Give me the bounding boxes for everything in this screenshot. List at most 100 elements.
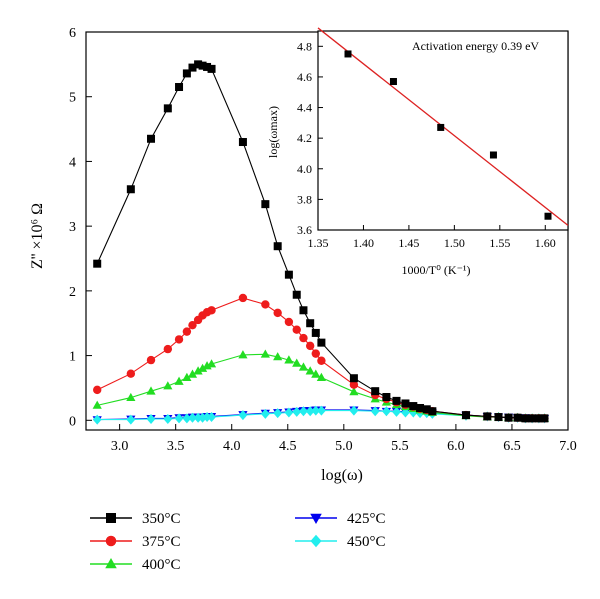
data-point — [311, 328, 320, 337]
data-point — [260, 349, 270, 358]
data-point — [299, 306, 308, 315]
data-point — [317, 356, 326, 365]
data-point — [182, 413, 192, 424]
data-point — [188, 320, 197, 330]
inset-y-tick-label: 4.2 — [297, 131, 312, 145]
data-point — [238, 138, 247, 147]
data-point — [513, 413, 522, 422]
legend-marker-375°C — [105, 535, 117, 547]
legend-label: 450°C — [347, 534, 386, 550]
legend-label: 350°C — [142, 511, 181, 527]
inset-x-tick-label: 1.45 — [398, 236, 419, 250]
data-point — [92, 414, 102, 425]
data-point — [261, 300, 270, 309]
inset-x-tick-label: 1.35 — [308, 236, 329, 250]
data-point — [284, 355, 294, 364]
inset-x-axis: 1.35 1.40 1.45 1.50 1.55 1.60 — [308, 225, 556, 250]
main-x-axis: 3.0 3.5 4.0 4.5 5.0 5.5 6.0 6.5 7.0 — [111, 424, 577, 454]
data-point — [284, 270, 293, 279]
inset-data-point — [437, 123, 445, 131]
data-point — [349, 380, 359, 389]
inset-x-tick-label: 1.60 — [535, 236, 556, 250]
data-point — [316, 405, 326, 416]
main-y-tick-label: 1 — [69, 350, 76, 365]
data-point — [298, 362, 309, 371]
data-point — [126, 414, 136, 425]
main-x-tick-label: 4.5 — [279, 439, 297, 454]
data-point — [163, 381, 173, 390]
legend-label: 400°C — [142, 557, 181, 573]
data-point — [284, 407, 294, 418]
data-point — [540, 414, 549, 423]
data-point — [299, 333, 308, 343]
inset-y-tick-label: 4.8 — [297, 39, 312, 53]
main-x-axis-label: log(ω) — [321, 467, 363, 484]
main-x-tick-label: 6.0 — [447, 439, 465, 454]
legend-marker-425°C — [310, 513, 322, 524]
data-point — [409, 402, 418, 411]
legend-marker-450°C — [310, 534, 322, 548]
inset-data-point — [389, 78, 397, 86]
main-y-tick-label: 6 — [69, 26, 76, 41]
data-point — [188, 63, 197, 72]
data-point — [494, 413, 503, 422]
main-x-tick-label: 7.0 — [559, 439, 577, 454]
data-point — [238, 410, 248, 421]
data-point — [174, 413, 184, 424]
data-point — [349, 405, 359, 416]
data-point — [461, 411, 470, 420]
inset-x-tick-label: 1.55 — [489, 236, 510, 250]
data-point — [534, 414, 543, 423]
data-point — [392, 406, 401, 417]
data-point — [292, 358, 302, 367]
data-point — [174, 335, 184, 344]
data-point — [371, 387, 380, 396]
inset-plot: 1.35 1.40 1.45 1.50 1.55 1.60 3.6 3.8 4.0 4.2 4.4… — [266, 27, 569, 277]
data-point — [311, 405, 321, 416]
data-point — [521, 414, 530, 423]
inset-y-tick-label: 3.8 — [297, 192, 312, 206]
data-point — [146, 413, 156, 424]
main-y-tick-label: 2 — [69, 285, 76, 300]
data-point — [382, 392, 391, 401]
data-point — [163, 344, 173, 354]
data-point — [93, 385, 102, 395]
data-point — [261, 200, 270, 209]
inset-data-point — [489, 151, 497, 159]
data-point — [416, 403, 425, 412]
legend-marker-350°C — [106, 513, 116, 523]
data-point — [284, 317, 294, 327]
inset-data-point — [344, 50, 352, 58]
data-point — [198, 61, 207, 70]
data-point — [207, 64, 216, 73]
main-x-tick-label: 5.5 — [391, 439, 409, 454]
main-x-tick-label: 5.0 — [335, 439, 353, 454]
data-point — [206, 359, 217, 368]
data-point — [311, 349, 320, 358]
legend-label: 425°C — [347, 511, 386, 527]
data-point — [260, 408, 270, 419]
data-point — [292, 406, 302, 417]
data-point — [305, 406, 315, 417]
inset-annotation: Activation energy 0.39 eV — [412, 39, 539, 53]
main-y-axis: 0 1 2 3 4 5 6 — [69, 26, 92, 429]
data-point — [163, 413, 173, 424]
main-plot: 3.0 3.5 4.0 4.5 5.0 5.5 6.0 6.5 7.0 0 1 2 3 4 5 6 log(… — [29, 26, 577, 484]
data-point — [483, 412, 492, 421]
main-y-tick-label: 4 — [69, 155, 76, 170]
data-point — [207, 412, 216, 423]
data-point — [349, 374, 358, 383]
main-x-tick-label: 4.0 — [223, 439, 241, 454]
inset-series-layer — [317, 27, 569, 226]
data-point — [292, 325, 301, 334]
data-point — [382, 406, 391, 417]
data-point — [182, 327, 192, 336]
data-point — [126, 185, 135, 194]
data-point — [163, 104, 172, 113]
data-point — [207, 306, 216, 315]
data-point — [175, 83, 184, 92]
data-point — [370, 406, 380, 417]
data-point — [306, 319, 315, 328]
data-point — [292, 290, 301, 299]
data-point — [182, 69, 191, 78]
